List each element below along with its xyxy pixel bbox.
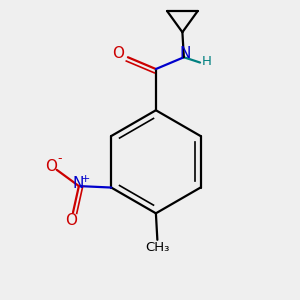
Text: O: O bbox=[65, 213, 77, 228]
Text: H: H bbox=[202, 55, 212, 68]
Text: CH₃: CH₃ bbox=[145, 241, 169, 254]
Text: O: O bbox=[46, 159, 58, 174]
Text: N: N bbox=[180, 46, 191, 61]
Text: O: O bbox=[112, 46, 124, 61]
Text: -: - bbox=[57, 152, 61, 165]
Text: +: + bbox=[81, 174, 90, 184]
Text: N: N bbox=[72, 176, 83, 191]
